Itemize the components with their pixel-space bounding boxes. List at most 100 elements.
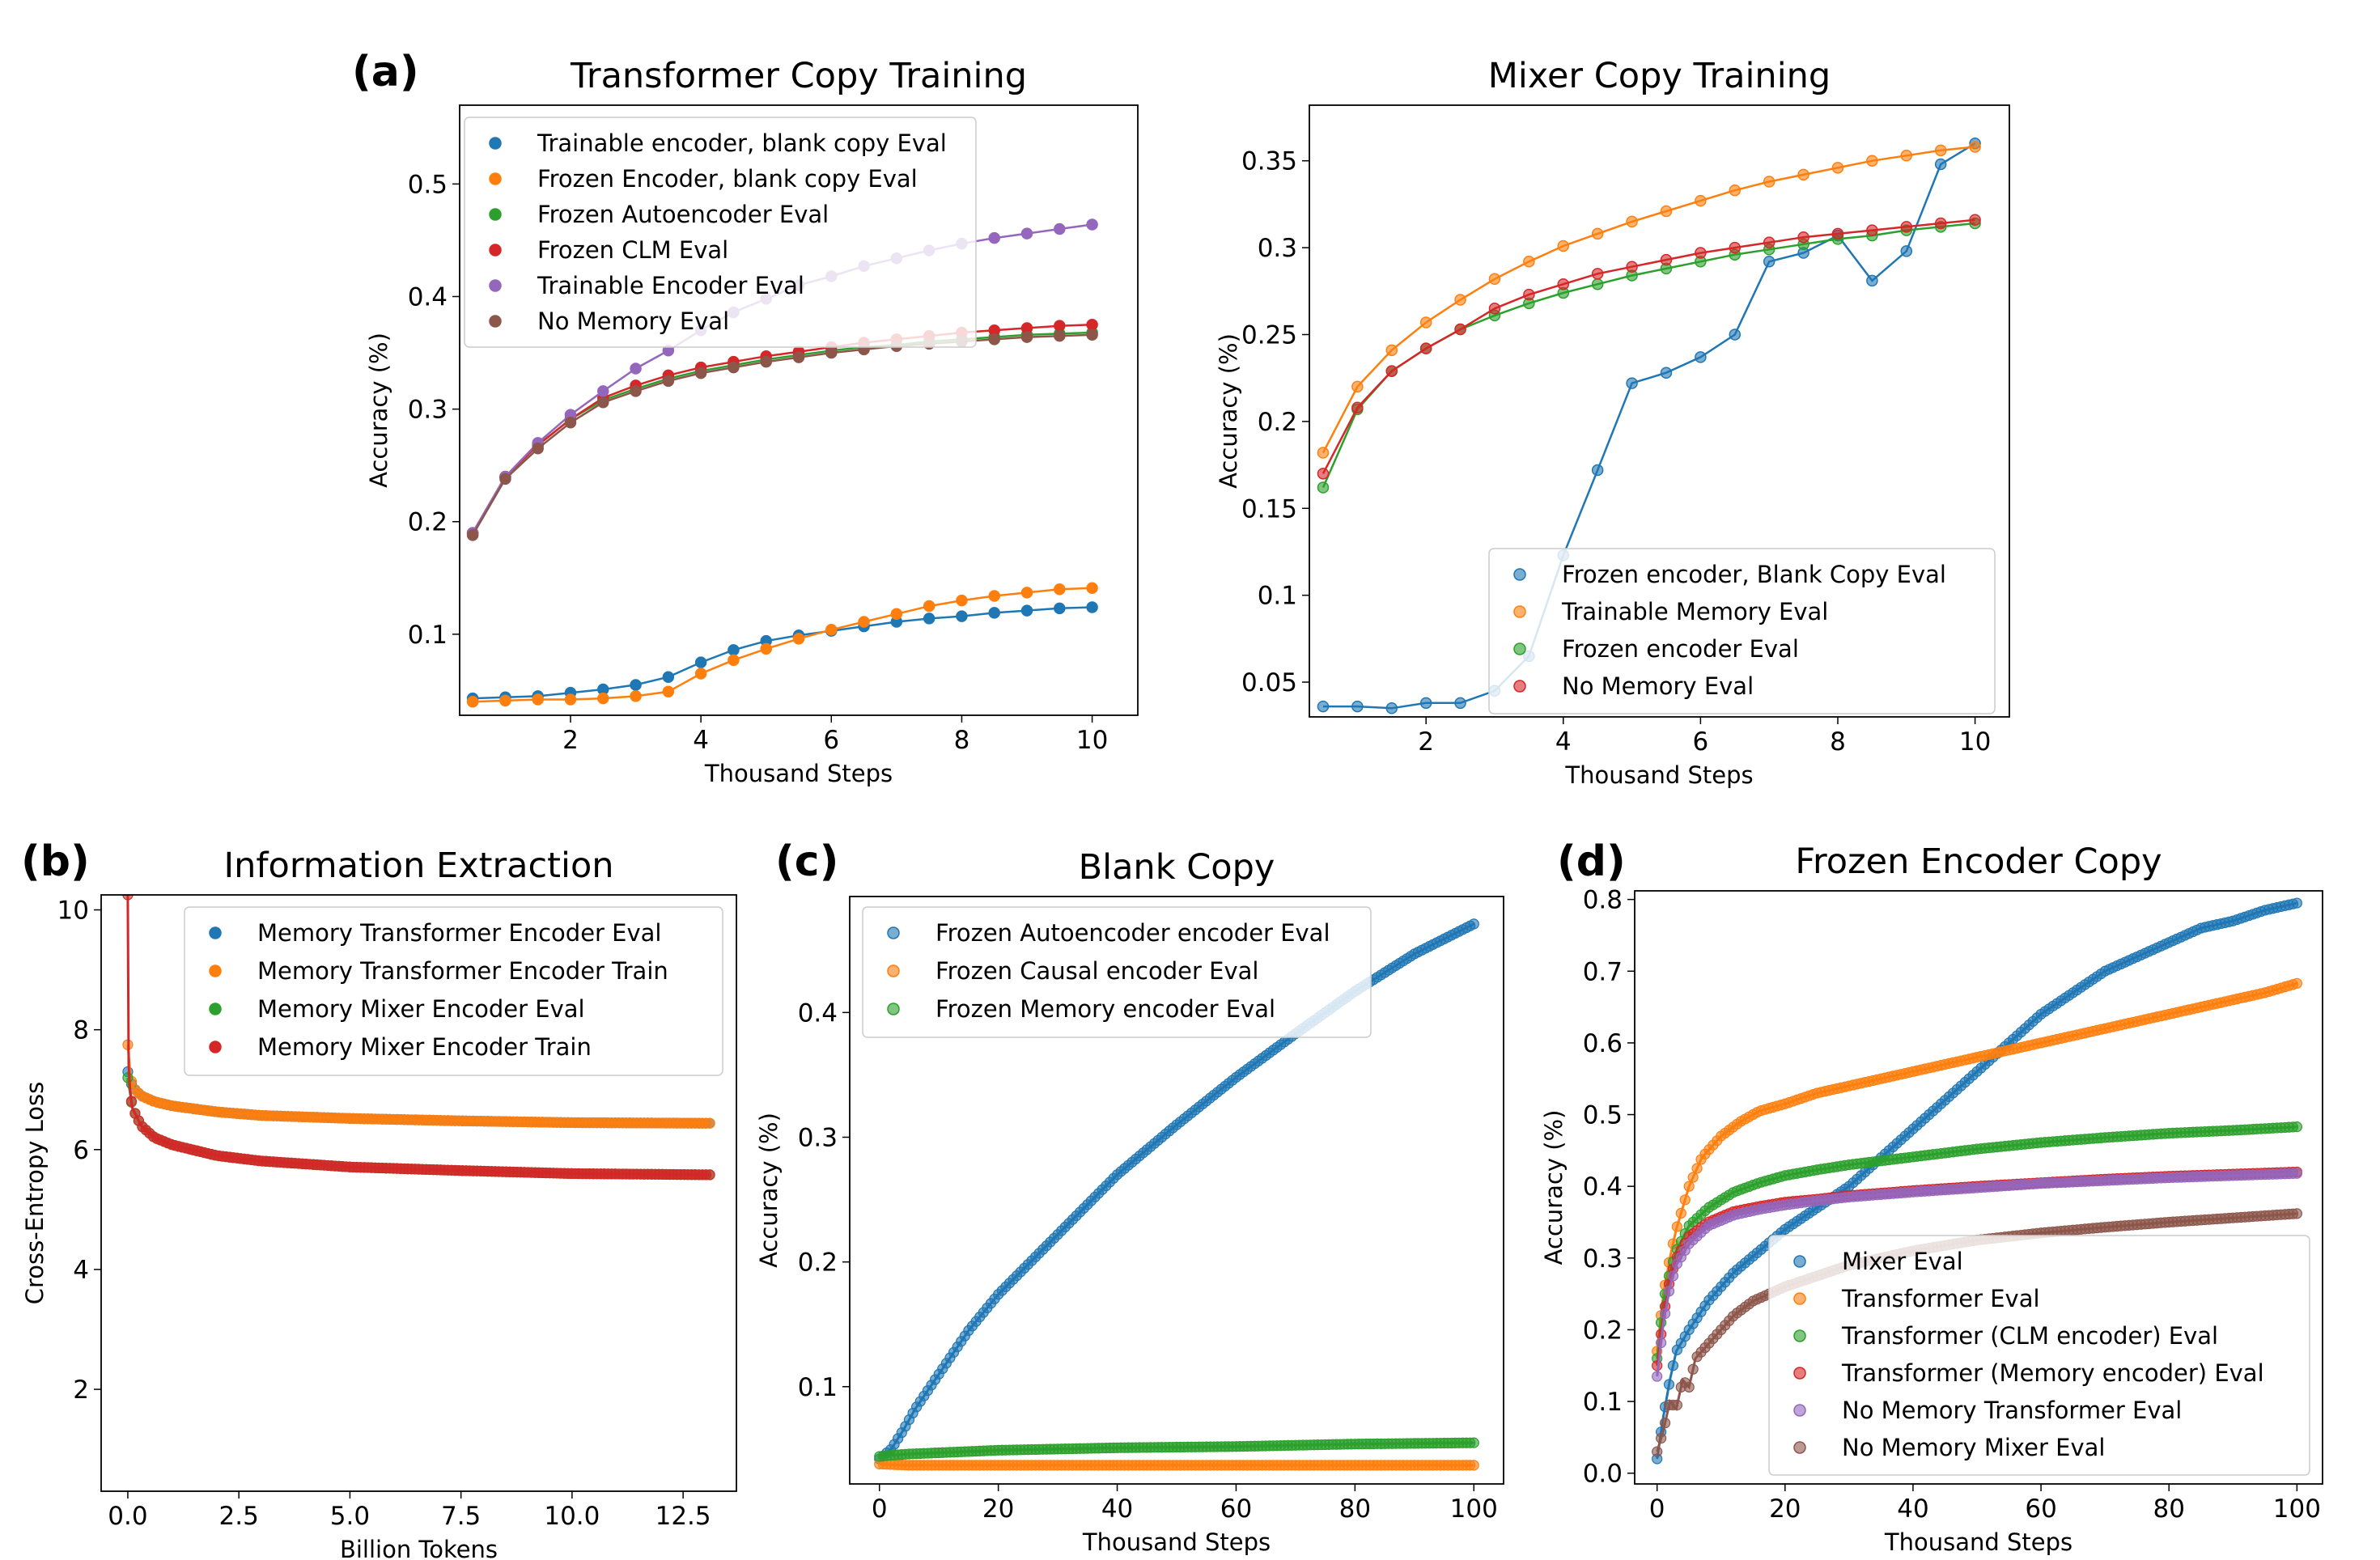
data-point (662, 685, 675, 698)
y-axis-label: Cross-Entropy Loss (21, 1082, 49, 1304)
data-point (630, 679, 642, 691)
legend-label: Memory Transformer Encoder Train (257, 957, 668, 985)
x-tick-label: 80 (1339, 1494, 1371, 1524)
data-point (1086, 582, 1098, 595)
legend-marker (1793, 1367, 1806, 1380)
y-tick-label: 0.5 (408, 170, 448, 199)
data-point (1660, 367, 1673, 379)
data-point (2291, 1168, 2302, 1179)
x-tick-label: 4 (1555, 727, 1572, 757)
x-tick-label: 20 (982, 1494, 1014, 1524)
data-point (1763, 236, 1775, 248)
data-point (662, 671, 675, 683)
x-axis-label: Thousand Steps (1564, 761, 1753, 789)
data-point (1454, 323, 1466, 336)
plot-area (1652, 897, 2302, 1465)
data-point (728, 644, 740, 656)
data-point (825, 346, 838, 359)
plot-area (122, 895, 715, 1181)
data-point (792, 351, 805, 363)
y-tick-label: 0.2 (1583, 1316, 1623, 1345)
y-tick-label: 0.3 (408, 396, 448, 425)
legend-marker (209, 964, 222, 977)
legend-frame (862, 906, 1372, 1038)
data-point (1591, 227, 1604, 240)
data-point (1683, 1181, 1695, 1192)
data-point (564, 417, 577, 429)
legend-marker (209, 1041, 222, 1053)
data-point (1419, 342, 1432, 354)
data-point (1729, 329, 1742, 341)
legend-marker (489, 279, 502, 292)
x-tick-label: 10 (1959, 727, 1991, 757)
data-point (1086, 601, 1098, 613)
x-tick-label: 10 (1076, 726, 1108, 755)
data-point (1454, 294, 1466, 306)
y-tick-label: 10 (57, 897, 89, 926)
legend-frame (1488, 548, 1996, 714)
axes-frame (1309, 104, 2010, 718)
data-point (564, 693, 577, 706)
y-axis-label: Accuracy (%) (755, 1113, 783, 1268)
data-point (1020, 227, 1033, 240)
data-point (1763, 256, 1775, 268)
panel-label-b: (b) (21, 837, 90, 886)
data-point (1591, 278, 1604, 290)
panel-label-a: (a) (352, 48, 419, 96)
data-point (1488, 273, 1501, 286)
y-tick-label: 0.3 (798, 1123, 838, 1152)
data-point (1317, 468, 1330, 480)
x-tick-label: 5.0 (330, 1502, 370, 1531)
legend-marker (1793, 1329, 1806, 1342)
data-point (1557, 240, 1570, 252)
legend-frame (1768, 1235, 2310, 1476)
data-point (1385, 702, 1398, 714)
panel-label-c: (c) (775, 837, 838, 886)
data-point (1317, 447, 1330, 459)
data-point (1054, 223, 1066, 235)
data-point (466, 529, 479, 541)
data-point (1419, 697, 1432, 710)
legend-frame (184, 906, 723, 1076)
x-axis-label: Thousand Steps (1082, 1528, 1271, 1556)
data-point (2291, 1208, 2302, 1219)
series-line (472, 333, 1092, 536)
x-tick-label: 8 (954, 726, 970, 755)
data-point (1659, 1308, 1671, 1320)
data-point (1900, 245, 1913, 257)
data-point (1454, 697, 1466, 710)
legend-label: Frozen Autoencoder encoder Eval (935, 919, 1330, 947)
data-point (1054, 583, 1066, 596)
chart-title-d: Frozen Encoder Copy (1795, 841, 2162, 882)
data-point (466, 696, 479, 708)
data-point (630, 385, 642, 397)
chart-title-a1: Transformer Copy Training (570, 56, 1027, 96)
data-point (988, 590, 1000, 602)
data-point (1468, 1437, 1479, 1448)
y-tick-label: 0.4 (408, 282, 448, 312)
data-point (988, 333, 1000, 345)
x-tick-label: 40 (1101, 1494, 1133, 1524)
y-tick-label: 0.3 (1583, 1244, 1623, 1274)
data-point (1663, 1379, 1675, 1390)
x-tick-label: 40 (1897, 1494, 1928, 1524)
data-point (630, 362, 642, 375)
data-point (1523, 256, 1535, 268)
data-point (2291, 1121, 2302, 1133)
legend-marker (489, 244, 502, 256)
x-tick-label: 6 (1693, 727, 1709, 757)
legend-label: Transformer Eval (1841, 1285, 2040, 1312)
data-point (1626, 261, 1638, 273)
series-line (473, 606, 1092, 700)
data-point (1468, 918, 1479, 930)
legend-label: Frozen CLM Eval (537, 236, 728, 264)
y-tick-label: 0.0 (1583, 1460, 1623, 1489)
y-tick-label: 0.25 (1241, 321, 1297, 350)
data-point (1086, 329, 1098, 341)
y-axis-label: Accuracy (%) (1540, 1110, 1568, 1265)
x-tick-label: 12.5 (655, 1502, 711, 1531)
data-point (988, 231, 1000, 244)
chart-d: Frozen Encoder Copy 0 20 40 60 80 100 0.0 0.1 0.2… (1540, 841, 2323, 1556)
y-tick-label: 0.2 (798, 1248, 838, 1278)
legend-marker (1793, 1441, 1806, 1454)
